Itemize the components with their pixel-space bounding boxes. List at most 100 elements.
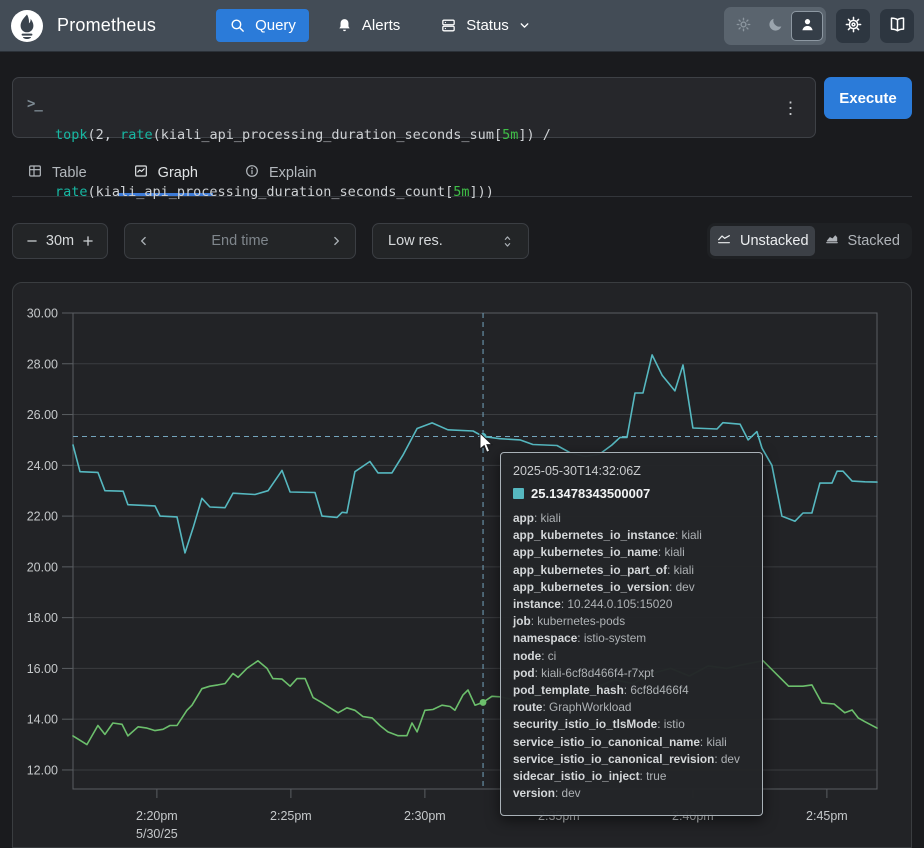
result-tabs: Table Graph Explain (12, 155, 912, 197)
promql-token: ( (87, 127, 96, 143)
nav-status-menu[interactable]: Status (427, 9, 544, 42)
promql-token: (kiali_api_processing_duration_seconds_c… (87, 184, 454, 200)
tab-graph[interactable]: Graph (117, 155, 213, 196)
tooltip-label-row: route: GraphWorkload (513, 700, 632, 715)
y-tick-label: 26.00 (27, 408, 58, 422)
tooltip-label-row: pod_template_hash: 6cf8d466f4 (513, 683, 689, 698)
tooltip-label-row: instance: 10.244.0.105:15020 (513, 597, 673, 612)
hovered-point-teal (479, 432, 487, 441)
resolution-select[interactable]: Low res. (372, 223, 529, 259)
tooltip-label-row: sidecar_istio_io_inject: true (513, 769, 667, 784)
range-decrease-button[interactable] (25, 234, 39, 248)
nav-query-button[interactable]: Query (216, 9, 309, 42)
sun-icon (735, 16, 752, 36)
promql-expression-input[interactable]: >_ topk(2, rate(kiali_api_processing_dur… (12, 77, 816, 200)
unstacked-button[interactable]: Unstacked (710, 226, 815, 256)
stack-mode-toggle: Unstacked Stacked (707, 223, 912, 259)
y-tick-label: 28.00 (27, 357, 58, 371)
tooltip-label-row: version: dev (513, 786, 581, 801)
x-tick-label: 2:25pm (270, 809, 312, 823)
promql-token: 5m (453, 184, 470, 200)
theme-light-button[interactable] (727, 11, 759, 41)
y-tick-label: 18.00 (27, 611, 58, 625)
tooltip-label-row: node: ci (513, 648, 557, 663)
docs-button[interactable] (880, 8, 914, 43)
nav-items: Query Alerts Status (216, 9, 544, 42)
range-increase-button[interactable] (81, 234, 95, 248)
end-time-back-button[interactable] (137, 234, 151, 248)
graph-controls: 30m End time Low res. (12, 223, 912, 259)
gear-icon (844, 15, 863, 37)
prometheus-logo-icon (10, 9, 44, 43)
y-tick-label: 20.00 (27, 560, 58, 574)
tooltip-label-row: app_kubernetes_io_version: dev (513, 579, 695, 594)
tab-explain[interactable]: Explain (229, 155, 332, 196)
y-tick-label: 24.00 (27, 459, 58, 473)
theme-system-button[interactable] (791, 10, 823, 41)
moon-icon (767, 16, 784, 36)
tooltip-label-row: app_kubernetes_io_part_of: kiali (513, 562, 694, 577)
chevron-down-icon (518, 19, 531, 32)
range-value[interactable]: 30m (45, 233, 75, 249)
tooltip-label-row: service_istio_io_canonical_revision: dev (513, 751, 740, 766)
graph-icon (133, 163, 149, 183)
theme-toggle-group (724, 6, 826, 45)
line-chart-icon (716, 231, 732, 251)
series-teal-line[interactable] (72, 354, 878, 554)
time-series-chart[interactable]: 30.00 28.00 26.00 24.00 22.00 20.00 18.00 16.00… (13, 283, 911, 847)
settings-button[interactable] (836, 8, 870, 43)
tooltip-label-row: app_kubernetes_io_instance: kiali (513, 528, 702, 543)
promql-token: , (103, 127, 121, 143)
nav-alerts-button[interactable]: Alerts (323, 9, 413, 42)
server-stack-icon (440, 17, 457, 34)
tab-explain-label: Explain (268, 165, 317, 181)
series-swatch (513, 488, 524, 499)
select-updown-icon (501, 234, 514, 249)
promql-token: 5m (502, 127, 519, 143)
range-stepper: 30m (12, 223, 108, 259)
tooltip-label-row: service_istio_io_canonical_name: kiali (513, 734, 727, 749)
tooltip-timestamp: 2025-05-30T14:32:06Z (513, 464, 641, 478)
resolution-value: Low res. (388, 233, 443, 249)
theme-dark-button[interactable] (759, 11, 791, 41)
user-icon (799, 16, 816, 36)
area-chart-icon (824, 231, 840, 251)
book-icon (888, 15, 907, 37)
navbar: Prometheus Query Alerts (0, 0, 924, 52)
nav-alerts-label: Alerts (361, 17, 401, 34)
y-axis-labels: 30.00 28.00 26.00 24.00 22.00 20.00 18.00 16.00… (27, 307, 58, 778)
end-time-picker[interactable]: End time (124, 223, 356, 259)
promql-token: rate (120, 127, 153, 143)
stacked-label: Stacked (847, 233, 900, 249)
end-time-forward-button[interactable] (329, 234, 343, 248)
promql-line-2: rate(kiali_api_processing_duration_secon… (55, 183, 781, 202)
tab-graph-label: Graph (157, 165, 198, 181)
promql-token: ]) / (518, 127, 551, 143)
search-icon (229, 17, 246, 34)
brand-home-link[interactable]: Prometheus (10, 9, 156, 43)
y-tick-label: 30.00 (27, 307, 58, 321)
nav-query-label: Query (255, 17, 296, 34)
tooltip-label-row: app: kiali (513, 511, 561, 525)
promql-token: topk (55, 127, 88, 143)
bell-icon (336, 17, 353, 34)
x-axis-date-label: 5/30/25 (136, 827, 178, 841)
kebab-icon: ⋮ (782, 98, 799, 117)
y-tick-label: 16.00 (27, 662, 58, 676)
brand-title: Prometheus (57, 15, 157, 35)
x-tick-label: 2:20pm (136, 809, 178, 823)
datapoint-tooltip: 2025-05-30T14:32:06Z 25.13478343500007 a… (500, 452, 763, 816)
tooltip-label-row: security_istio_io_tlsMode: istio (513, 717, 685, 732)
end-time-placeholder: End time (211, 233, 269, 249)
main-content: >_ topk(2, rate(kiali_api_processing_dur… (0, 52, 924, 848)
unstacked-label: Unstacked (740, 233, 809, 249)
execute-button[interactable]: Execute (824, 77, 912, 119)
query-row: >_ topk(2, rate(kiali_api_processing_dur… (12, 77, 912, 200)
hovered-point-green (479, 699, 487, 706)
query-options-menu-button[interactable]: ⋮ (776, 95, 805, 120)
table-icon (27, 163, 43, 183)
plot-frame (72, 312, 878, 790)
tab-table[interactable]: Table (12, 155, 102, 196)
graph-panel[interactable]: 30.00 28.00 26.00 24.00 22.00 20.00 18.00 16.00… (12, 282, 912, 848)
stacked-button[interactable]: Stacked (815, 226, 909, 256)
